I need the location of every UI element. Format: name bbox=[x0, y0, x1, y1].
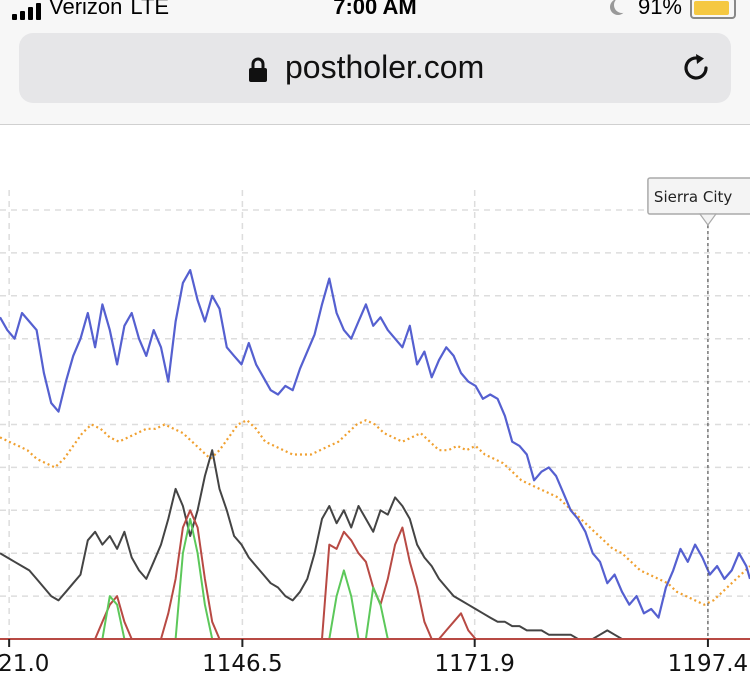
marker-label: Sierra City bbox=[654, 188, 732, 206]
series-line-orange bbox=[0, 419, 750, 606]
address-bar[interactable]: postholer.com bbox=[19, 33, 731, 103]
x-tick-label: 1171.9 bbox=[434, 651, 514, 677]
clock: 7:00 AM bbox=[333, 0, 417, 19]
url-text: postholer.com bbox=[285, 49, 485, 85]
series-line-dark bbox=[0, 449, 750, 640]
status-bar: Verizon LTE 7:00 AM 91% bbox=[0, 0, 750, 22]
waypoint-marker: Sierra City bbox=[647, 177, 750, 639]
signal-icon bbox=[12, 2, 41, 20]
carrier-group: Verizon LTE bbox=[12, 0, 169, 20]
series-line-green bbox=[0, 517, 750, 640]
grid bbox=[0, 190, 750, 640]
battery-icon bbox=[690, 0, 736, 19]
lock-icon bbox=[247, 57, 269, 88]
x-tick-label: 1121.0 bbox=[0, 651, 49, 677]
marker-pointer bbox=[698, 213, 718, 227]
series-lines bbox=[0, 269, 750, 640]
x-tick-label: 1146.5 bbox=[202, 651, 282, 677]
browser-toolbar: postholer.com bbox=[0, 22, 750, 125]
carrier-name: Verizon bbox=[49, 0, 123, 19]
status-right-group: 91% bbox=[614, 0, 736, 20]
network-type: LTE bbox=[130, 0, 170, 19]
chart-svg: Sierra City 1121.0 1146.5 1171.9 1197.4 bbox=[0, 177, 750, 677]
series-line-blue bbox=[0, 269, 750, 619]
x-tick-label: 1197.4 bbox=[668, 651, 748, 677]
reload-icon[interactable] bbox=[679, 51, 713, 90]
do-not-disturb-icon bbox=[614, 0, 630, 13]
elevation-chart: Sierra City 1121.0 1146.5 1171.9 1197.4 bbox=[0, 125, 750, 689]
battery-percent: 91% bbox=[637, 0, 682, 19]
x-axis-ticks: 1121.0 1146.5 1171.9 1197.4 bbox=[0, 639, 748, 677]
battery-fill bbox=[694, 1, 729, 15]
